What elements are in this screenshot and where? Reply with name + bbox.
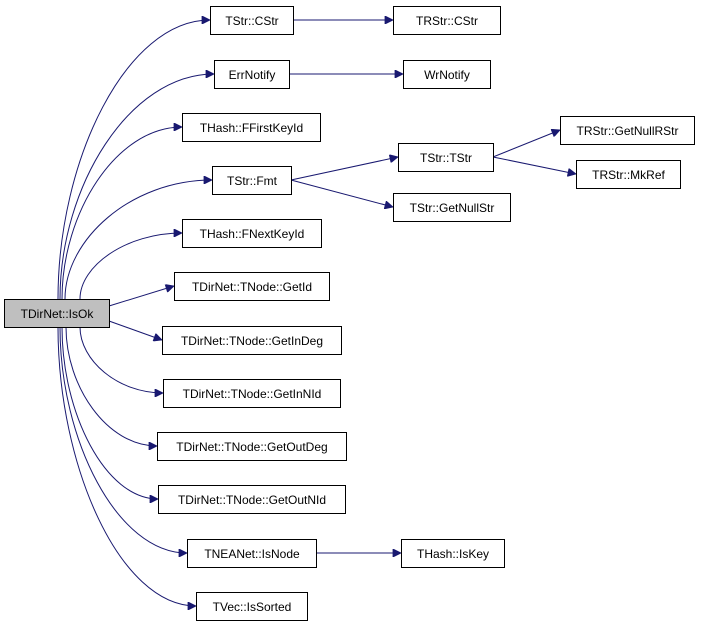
node-box bbox=[403, 60, 491, 89]
node-tvec-issorted[interactable]: TVec::IsSorted bbox=[196, 592, 308, 621]
node-box bbox=[158, 485, 346, 514]
node-label: TRStr::GetNullRStr bbox=[576, 124, 678, 138]
edge-root-to-getid bbox=[108, 286, 174, 307]
node-box bbox=[157, 432, 347, 461]
node-label: THash::FNextKeyId bbox=[200, 227, 305, 241]
node-thash-ffirstkeyid[interactable]: THash::FFirstKeyId bbox=[182, 113, 321, 142]
node-box bbox=[196, 592, 308, 621]
node-label: TNEANet::IsNode bbox=[204, 547, 300, 561]
edge-tstr_fmt-to-getnullstr bbox=[290, 179, 393, 207]
node-box bbox=[163, 379, 341, 408]
node-box bbox=[214, 60, 290, 89]
node-box bbox=[182, 219, 322, 248]
node-wrnotify[interactable]: WrNotify bbox=[403, 60, 491, 89]
node-label: TRStr::CStr bbox=[416, 14, 478, 28]
node-label: TVec::IsSorted bbox=[213, 600, 292, 614]
node-box bbox=[182, 113, 321, 142]
edge-root-to-getoutnid bbox=[61, 326, 158, 499]
node-label: ErrNotify bbox=[229, 68, 276, 82]
node-tstr-getnullstr[interactable]: TStr::GetNullStr bbox=[393, 193, 511, 222]
node-trstr-getnullrstr[interactable]: TRStr::GetNullRStr bbox=[560, 116, 695, 145]
node-label: THash::FFirstKeyId bbox=[200, 121, 303, 135]
edge-root-to-fnextkeyid bbox=[79, 233, 182, 300]
edge-root-to-getinnid bbox=[79, 326, 163, 393]
edge-tstr_tstr-to-getnullrstr bbox=[492, 130, 560, 158]
node-label: TRStr::MkRef bbox=[592, 168, 665, 182]
root-node-tdirnet-isok[interactable]: TDirNet::IsOk bbox=[4, 299, 110, 328]
node-errnotify[interactable]: ErrNotify bbox=[214, 60, 290, 89]
node-trstr-mkref[interactable]: TRStr::MkRef bbox=[576, 160, 681, 189]
node-label: TStr::CStr bbox=[225, 14, 278, 28]
node-box bbox=[187, 539, 317, 568]
node-label: TDirNet::IsOk bbox=[21, 307, 95, 321]
edge-root-to-getoutdeg bbox=[65, 326, 157, 446]
node-label: TDirNet::TNode::GetId bbox=[192, 280, 312, 294]
edge-root-to-tstr_cstr bbox=[57, 20, 210, 300]
node-box bbox=[174, 272, 330, 301]
node-tstr-fmt[interactable]: TStr::Fmt bbox=[212, 166, 292, 195]
edge-root-to-isnode bbox=[59, 326, 187, 553]
node-label: TStr::TStr bbox=[420, 151, 472, 165]
edge-root-to-getindeg bbox=[108, 320, 162, 340]
node-box bbox=[212, 166, 292, 195]
node-tneanet-isnode[interactable]: TNEANet::IsNode bbox=[187, 539, 317, 568]
node-box bbox=[210, 6, 294, 35]
node-label: TDirNet::TNode::GetInNId bbox=[183, 387, 322, 401]
edge-root-to-ffirstkeyid bbox=[61, 127, 182, 300]
node-tdirnet-tnode-getid[interactable]: TDirNet::TNode::GetId bbox=[174, 272, 330, 301]
node-label: TDirNet::TNode::GetInDeg bbox=[181, 334, 323, 348]
node-box bbox=[393, 6, 501, 35]
node-box bbox=[576, 160, 681, 189]
node-tstr-tstr[interactable]: TStr::TStr bbox=[398, 143, 494, 172]
node-tdirnet-tnode-getinnid[interactable]: TDirNet::TNode::GetInNId bbox=[163, 379, 341, 408]
edge-tstr_fmt-to-tstr_tstr bbox=[290, 157, 398, 181]
node-box bbox=[398, 143, 494, 172]
node-box bbox=[401, 539, 505, 568]
edge-root-to-tstr_fmt bbox=[64, 180, 212, 300]
node-label: TStr::GetNullStr bbox=[410, 201, 495, 215]
node-label: THash::IsKey bbox=[417, 547, 489, 561]
node-label: TDirNet::TNode::GetOutDeg bbox=[176, 440, 327, 454]
node-box bbox=[162, 326, 342, 355]
node-label: WrNotify bbox=[424, 68, 470, 82]
node-tdirnet-tnode-getoutnid[interactable]: TDirNet::TNode::GetOutNId bbox=[158, 485, 346, 514]
node-tdirnet-tnode-getindeg[interactable]: TDirNet::TNode::GetInDeg bbox=[162, 326, 342, 355]
node-box bbox=[560, 116, 695, 145]
node-box bbox=[4, 299, 110, 328]
edge-tstr_tstr-to-mkref bbox=[492, 156, 576, 174]
edge-root-to-errnotify bbox=[59, 74, 214, 300]
node-box bbox=[393, 193, 511, 222]
node-thash-iskey[interactable]: THash::IsKey bbox=[401, 539, 505, 568]
node-thash-fnextkeyid[interactable]: THash::FNextKeyId bbox=[182, 219, 322, 248]
node-trstr-cstr[interactable]: TRStr::CStr bbox=[393, 6, 501, 35]
node-tstr-cstr[interactable]: TStr::CStr bbox=[210, 6, 294, 35]
edge-root-to-issorted bbox=[57, 326, 196, 606]
node-label: TDirNet::TNode::GetOutNId bbox=[178, 493, 326, 507]
node-label: TStr::Fmt bbox=[227, 174, 278, 188]
node-tdirnet-tnode-getoutdeg[interactable]: TDirNet::TNode::GetOutDeg bbox=[157, 432, 347, 461]
